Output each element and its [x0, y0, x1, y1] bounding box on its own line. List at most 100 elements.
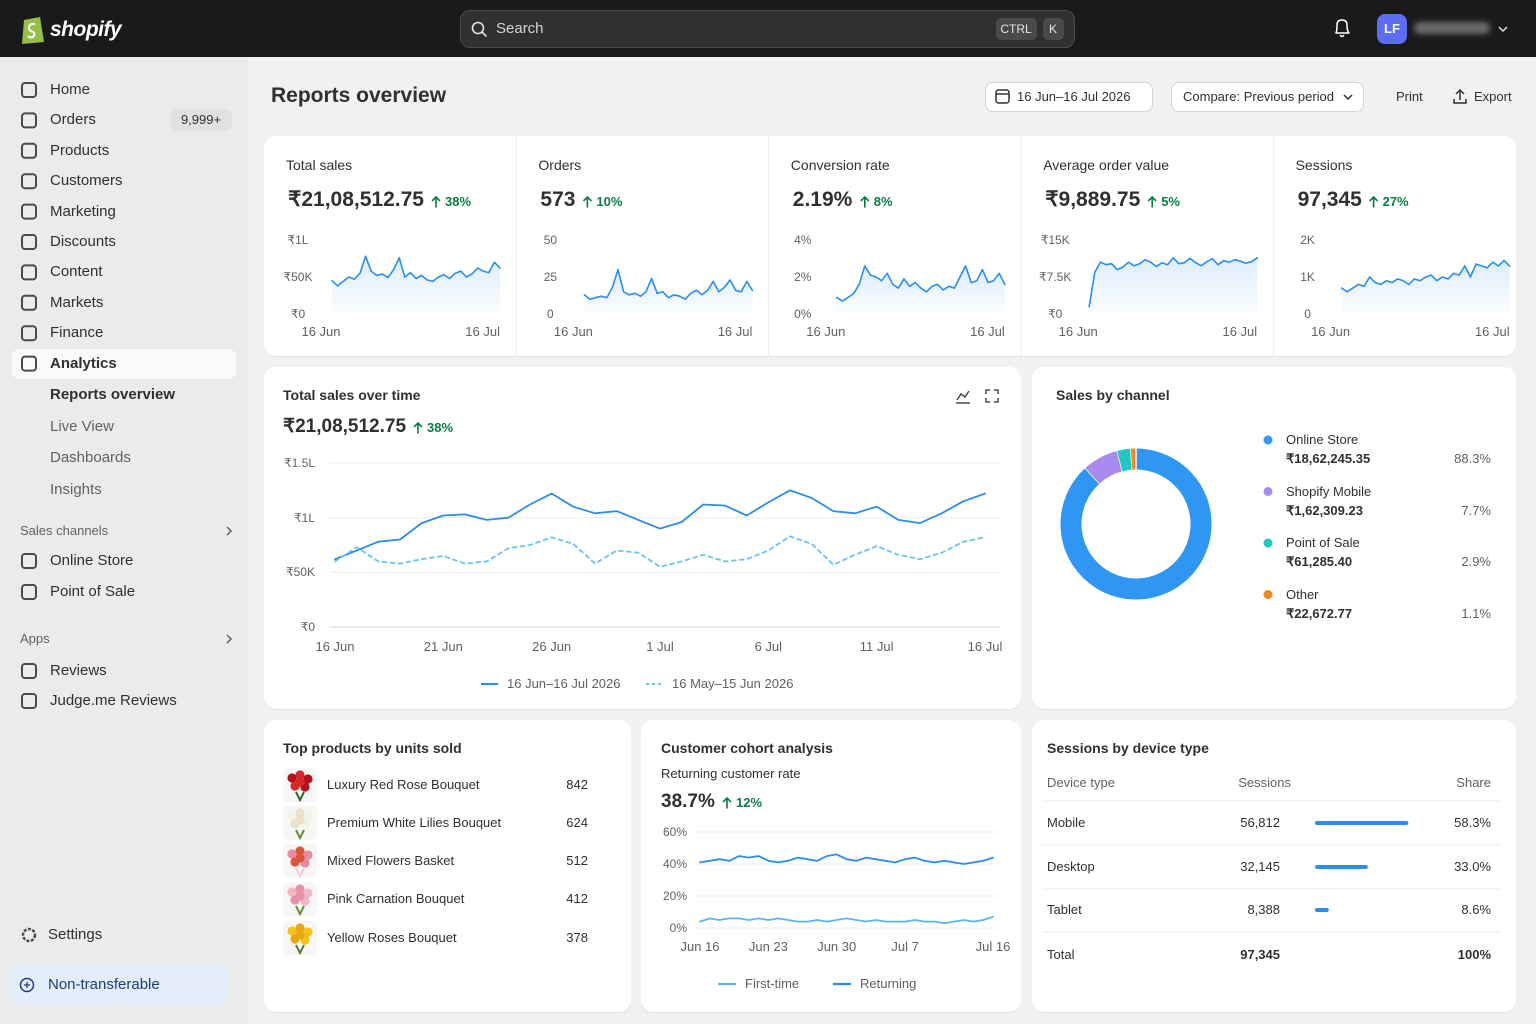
nav-item[interactable]: Orders [50, 111, 96, 129]
shortcut-label: K [1048, 22, 1058, 36]
y-tick-label: 0% [669, 921, 687, 935]
nav-item[interactable]: Settings [48, 926, 103, 943]
total-share: 100% [1457, 947, 1491, 962]
sparkline-y-tick: 1K [1300, 270, 1315, 284]
device-name: Desktop [1047, 859, 1095, 874]
product-name[interactable]: Pink Carnation Bouquet [327, 891, 465, 906]
date-range: 16 Jun–16 Jul 2026 [1017, 89, 1131, 104]
change-percent: 27% [1382, 194, 1409, 209]
legend-label: First-time [745, 976, 800, 991]
nav-item[interactable]: Marketing [50, 202, 116, 220]
shortcut-key [1043, 18, 1064, 40]
cohort-card [641, 720, 1021, 1012]
y-tick-label: ₹0 [300, 620, 315, 634]
product-name[interactable]: Premium White Lilies Bouquet [327, 815, 502, 830]
date-button[interactable] [985, 82, 1153, 112]
nav-item[interactable]: Discounts [50, 233, 116, 250]
nav-section-title: Apps [20, 631, 50, 646]
legend-label: Returning [860, 976, 917, 991]
print-button[interactable]: Print [1396, 89, 1423, 104]
x-tick-label: 16 Jul [967, 639, 1003, 654]
nav-item[interactable]: Analytics [50, 354, 117, 372]
channel-share: 2.9% [1461, 554, 1491, 569]
kpi-value: 2.19% [792, 188, 853, 211]
x-tick-label: 1 Jul [646, 639, 674, 654]
x-tick-label: 21 Jun [423, 639, 463, 654]
x-tick-label: 26 Jun [532, 639, 572, 654]
change-percent: 12% [736, 795, 763, 810]
nav-subitem[interactable]: Insights [50, 481, 102, 498]
channel-name: Online Store [1286, 432, 1359, 447]
device-name: Mobile [1047, 815, 1086, 830]
card-title: Sales by channel [1056, 387, 1170, 403]
nav-item[interactable]: Products [50, 141, 110, 159]
search-box[interactable] [460, 10, 1075, 48]
x-tick-label: 16 Jun [315, 639, 355, 654]
y-tick-label: 60% [662, 825, 687, 839]
nav-active-bg [12, 349, 236, 379]
x-tick-label: Jun 23 [748, 939, 788, 954]
kpi-value: ₹9,889.75 [1045, 188, 1141, 211]
shortcut-label: CTRL [1000, 22, 1032, 36]
device-share: 33.0% [1454, 859, 1491, 874]
product-units: 378 [566, 930, 588, 945]
y-tick-label: ₹1L [294, 510, 315, 525]
brand: shopify [50, 18, 122, 41]
nav-item[interactable]: Online Store [50, 552, 134, 569]
y-tick-label: 40% [662, 857, 687, 871]
nav-item[interactable]: Customers [50, 172, 123, 190]
nav-badge [170, 109, 232, 132]
top-products-card [264, 720, 631, 1012]
change-percent: 10% [596, 194, 623, 209]
nav-subitem[interactable]: Live View [50, 418, 114, 435]
nav-item[interactable]: Markets [50, 293, 104, 311]
export-button[interactable]: Export [1474, 89, 1512, 104]
column-header: Sessions [1238, 775, 1291, 790]
account-name-redacted [1414, 22, 1490, 34]
nav-subitem[interactable]: Reports overview [50, 386, 176, 403]
x-tick-label: 11 Jul [859, 639, 894, 654]
sparkline-x-label: 16 Jun [553, 324, 593, 339]
sparkline-y-tick: 25 [543, 270, 558, 284]
y-tick-label: ₹50K [286, 565, 315, 580]
change-percent: 8% [873, 194, 893, 209]
card-title: Sessions by device type [1047, 740, 1209, 756]
product-name[interactable]: Mixed Flowers Basket [327, 853, 455, 868]
plan-badge[interactable] [10, 965, 228, 1005]
card-title: Customer cohort analysis [661, 740, 833, 756]
card-value: 38.7% [661, 791, 715, 812]
sparkline-y-tick: ₹15K [1040, 233, 1070, 247]
device-sessions: 56,812 [1240, 815, 1280, 830]
nav-item[interactable]: Judge.me Reviews [50, 692, 177, 709]
sparkline-y-tick: 0 [547, 307, 554, 321]
sparkline-x-label: 16 Jun [1311, 324, 1351, 339]
sparkline-y-tick: ₹50K [283, 270, 313, 284]
channel-name: Shopify Mobile [1286, 483, 1372, 499]
nav-item[interactable]: Point of Sale [50, 583, 136, 600]
nav-item[interactable]: Reviews [50, 662, 107, 679]
device-sessions: 32,145 [1240, 859, 1280, 874]
sparkline-y-tick: 4% [794, 233, 812, 247]
kpi-label: Total sales [286, 157, 353, 173]
nav-subitem[interactable]: Dashboards [50, 449, 131, 466]
sparkline-y-tick: 50 [543, 233, 558, 247]
card-value: ₹21,08,512.75 [283, 416, 407, 437]
sparkline-y-tick: ₹0 [290, 307, 306, 321]
x-tick-label: Jun 16 [680, 939, 720, 954]
sparkline-x-label: 16 Jul [1222, 324, 1258, 339]
nav-item[interactable]: Content [50, 263, 103, 281]
channel-amount: ₹61,285.40 [1286, 554, 1353, 569]
sparkline-x-label: 16 Jul [1474, 324, 1510, 339]
compare-button[interactable] [1171, 82, 1364, 112]
avatar[interactable] [1377, 14, 1407, 44]
sparkline-y-tick: ₹0 [1048, 307, 1063, 321]
nav-item[interactable]: Home [50, 81, 91, 98]
nav-item[interactable]: Finance [50, 324, 104, 342]
product-name[interactable]: Yellow Roses Bouquet [327, 930, 457, 945]
change-percent: 38% [445, 194, 472, 209]
kpi-label: Average order value [1043, 157, 1170, 173]
compare-label: Compare: Previous period [1183, 89, 1335, 104]
product-name[interactable]: Luxury Red Rose Bouquet [327, 777, 480, 792]
device-sessions: 8,388 [1247, 902, 1280, 917]
